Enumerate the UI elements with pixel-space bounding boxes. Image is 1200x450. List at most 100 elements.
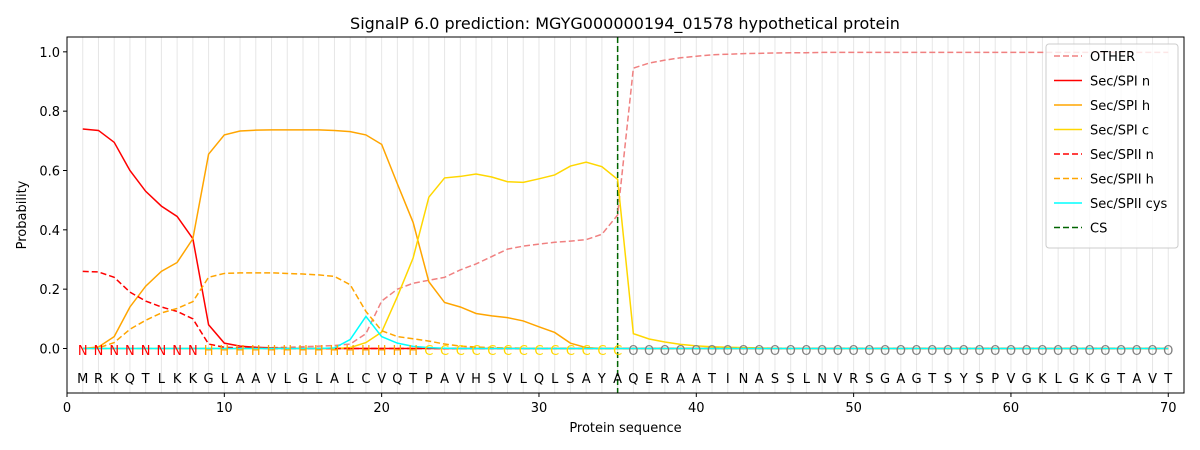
y-tick-label: 0.4 <box>39 224 60 239</box>
region-label: O <box>927 344 937 359</box>
residue-label: Y <box>597 372 606 387</box>
region-label: O <box>1116 344 1126 359</box>
residue-label: T <box>927 372 936 387</box>
region-label: C <box>534 344 543 359</box>
region-label: C <box>519 344 528 359</box>
residue-label: V <box>377 372 386 387</box>
y-tick-label: 1.0 <box>39 46 60 61</box>
series-line-sec-spi-c <box>82 161 1169 350</box>
residue-label: V <box>1148 372 1157 387</box>
residue-label: Q <box>125 372 135 387</box>
region-label: H <box>408 344 418 359</box>
region-label: O <box>644 344 654 359</box>
region-label: H <box>377 344 387 359</box>
region-label: O <box>864 344 874 359</box>
region-label: O <box>896 344 906 359</box>
region-label: O <box>911 344 921 359</box>
region-label: O <box>754 344 764 359</box>
residue-label: N <box>739 372 749 387</box>
region-label: N <box>157 344 167 359</box>
residue-label: S <box>865 372 873 387</box>
region-label: H <box>251 344 261 359</box>
region-label: O <box>833 344 843 359</box>
residue-label: A <box>330 372 339 387</box>
residue-label: P <box>991 372 999 387</box>
region-label: H <box>219 344 229 359</box>
residue-label: T <box>141 372 150 387</box>
legend-box <box>1045 43 1179 249</box>
residue-label: G <box>204 372 214 387</box>
residue-label: S <box>488 372 496 387</box>
x-tick-label: 30 <box>531 401 548 416</box>
grid-lines <box>82 37 1169 393</box>
region-label: O <box>880 344 890 359</box>
y-tick-label: 0.2 <box>39 283 60 298</box>
residue-label: T <box>1116 372 1125 387</box>
residue-label: A <box>896 372 905 387</box>
residue-label: T <box>408 372 417 387</box>
residue-label: R <box>660 372 669 387</box>
legend-label: Sec/SPII cys <box>1090 197 1168 212</box>
residue-label: K <box>189 372 198 387</box>
region-label: O <box>1037 344 1047 359</box>
residue-label: Q <box>534 372 544 387</box>
residue-label: V <box>1006 372 1015 387</box>
region-label: O <box>849 344 859 359</box>
region-label: H <box>235 344 245 359</box>
residue-label: L <box>284 372 292 387</box>
region-label: H <box>361 344 371 359</box>
legend-label: Sec/SPI c <box>1090 124 1149 139</box>
region-label: O <box>974 344 984 359</box>
region-label: N <box>172 344 182 359</box>
series-line-other <box>82 51 1169 350</box>
region-label: N <box>94 344 104 359</box>
region-label: O <box>801 344 811 359</box>
x-tick-label: 10 <box>216 401 233 416</box>
sequence-annotation: NMNRNKNQNTNLNKNKHGHLHAHAHVHLHGHLHAHLHCHV… <box>77 344 1173 387</box>
region-label: C <box>424 344 433 359</box>
series-line-sec-spii-h <box>82 272 1169 350</box>
residue-label: A <box>613 372 622 387</box>
residue-label: N <box>817 372 827 387</box>
region-label: O <box>959 344 969 359</box>
residue-label: L <box>221 372 229 387</box>
region-label: N <box>188 344 198 359</box>
legend-label: Sec/SPII h <box>1090 173 1154 188</box>
region-label: O <box>707 344 717 359</box>
residue-label: A <box>676 372 685 387</box>
residue-label: V <box>456 372 465 387</box>
legend-label: OTHER <box>1090 50 1135 65</box>
residue-label: A <box>1132 372 1141 387</box>
region-label: O <box>738 344 748 359</box>
region-label: O <box>1084 344 1094 359</box>
region-label: O <box>1132 344 1142 359</box>
region-label: C <box>440 344 449 359</box>
region-label: O <box>770 344 780 359</box>
region-label: H <box>330 344 340 359</box>
region-label: C <box>566 344 575 359</box>
residue-label: A <box>251 372 260 387</box>
legend-label: Sec/SPI h <box>1090 99 1150 114</box>
y-tick-label: 0.0 <box>39 343 60 358</box>
region-label: O <box>1147 344 1157 359</box>
axes: 0 10 20 30 40 50 60 70 0.0 0.2 0.4 0.6 0.8 1.0 <box>39 46 1176 416</box>
residue-label: G <box>880 372 890 387</box>
residue-label: G <box>1022 372 1032 387</box>
residue-label: A <box>692 372 701 387</box>
region-label: O <box>786 344 796 359</box>
region-label: C <box>487 344 496 359</box>
x-tick-label: 50 <box>845 401 862 416</box>
series-line-sec-spii-n <box>82 270 1169 350</box>
region-label: O <box>1006 344 1016 359</box>
region-label: O <box>1022 344 1032 359</box>
residue-label: K <box>173 372 182 387</box>
residue-label: H <box>471 372 481 387</box>
region-label: N <box>141 344 151 359</box>
region-label: C <box>472 344 481 359</box>
x-tick-label: 70 <box>1160 401 1177 416</box>
x-tick-label: 60 <box>1003 401 1020 416</box>
x-axis-label: Protein sequence <box>569 421 681 436</box>
residue-label: R <box>849 372 858 387</box>
residue-label: G <box>1069 372 1079 387</box>
